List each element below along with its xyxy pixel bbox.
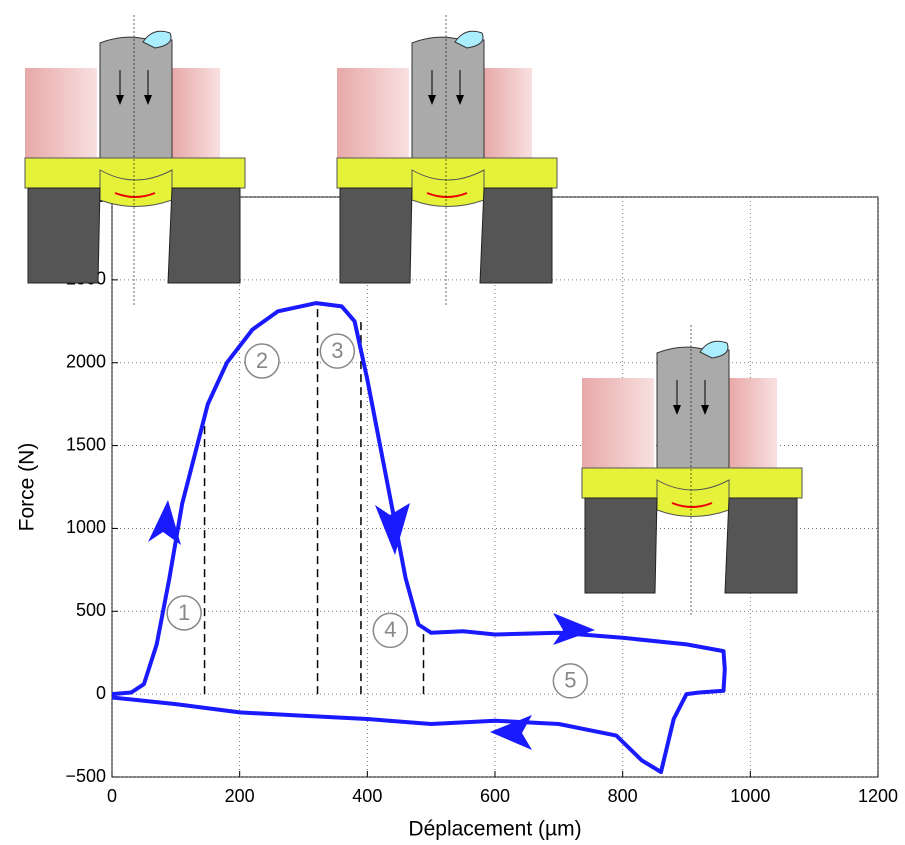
y-axis-label: Force (N) <box>16 443 39 532</box>
arrowhead <box>148 500 181 545</box>
phase-circle <box>552 663 589 699</box>
x-tick-label: 400 <box>352 786 382 806</box>
force-curve <box>111 301 727 774</box>
arrowhead <box>490 715 532 750</box>
phase-circle <box>372 612 409 649</box>
arrowhead <box>553 613 595 645</box>
x-axis-label: Déplacement (µm) <box>408 818 581 841</box>
phase-label: 1 <box>178 600 190 625</box>
phase-circle <box>244 343 280 379</box>
x-tick-label: 800 <box>608 786 638 806</box>
y-tick-label: 0 <box>96 683 106 703</box>
y-tick-label: −500 <box>65 766 106 786</box>
arrowheads <box>148 500 595 750</box>
x-tick-label: 1200 <box>858 786 898 806</box>
x-tick-label: 600 <box>480 786 510 806</box>
y-tick-label: 2000 <box>66 351 106 371</box>
phase-label: 5 <box>564 668 576 693</box>
y-tick-label: 1500 <box>66 434 106 454</box>
phase-label: 3 <box>331 338 343 363</box>
x-tick-label: 1000 <box>730 786 770 806</box>
y-tick-label: 500 <box>76 600 106 620</box>
y-tick-label: 1000 <box>66 517 106 537</box>
phase-circle <box>319 333 356 369</box>
x-tick-label: 0 <box>107 786 117 806</box>
phase-label: 4 <box>384 617 396 642</box>
marks: 1 2 3 4 5 <box>111 301 727 774</box>
x-tick-label: 200 <box>225 786 255 806</box>
phase-circle <box>166 595 202 631</box>
phase-label: 2 <box>256 348 268 373</box>
arrowhead <box>375 503 410 555</box>
